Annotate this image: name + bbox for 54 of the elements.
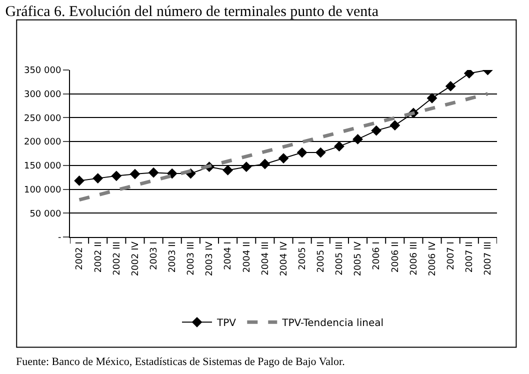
- point: [278, 153, 289, 164]
- point: [445, 81, 456, 92]
- point: [111, 170, 122, 182]
- point: [130, 168, 140, 180]
- point: [390, 120, 400, 131]
- x-tick-label: 2005 III: [335, 242, 346, 276]
- y-tick-label: 200 000: [24, 138, 62, 148]
- x-tick-label: 2002 IV: [130, 240, 141, 276]
- point: [352, 134, 363, 144]
- point: [148, 167, 159, 178]
- point: [166, 168, 178, 179]
- legend-label: TPV: [216, 318, 236, 330]
- point: [426, 92, 438, 104]
- x-tick-label: 2004 IV: [279, 240, 290, 276]
- y-tick-label: 250 000: [24, 114, 62, 124]
- x-tick-label: 2002 III: [112, 242, 122, 276]
- x-tick-label: 2006 IV: [428, 240, 438, 276]
- point: [222, 165, 233, 176]
- x-tick-label: 2005 IV: [354, 240, 364, 276]
- x-tick-label: 2004 II: [242, 242, 252, 273]
- point: [315, 147, 326, 158]
- x-tick-label: 2002 II: [94, 242, 104, 273]
- point: [260, 158, 270, 170]
- point: [296, 147, 308, 158]
- x-tick-label: 2002 I: [75, 242, 86, 270]
- x-tick-label: 2003 II: [168, 242, 178, 273]
- y-tick-label: 300 000: [24, 90, 62, 100]
- legend-label: TPV-Tendencia lineal: [281, 318, 384, 330]
- y-tick-label: -: [58, 233, 62, 244]
- x-tick-label: 2007 II: [465, 242, 476, 273]
- point: [241, 162, 252, 172]
- x-tick-label: 2004 III: [260, 242, 271, 276]
- x-tick-label: 2005 I: [298, 242, 308, 270]
- point: [92, 173, 104, 184]
- point: [464, 70, 474, 79]
- x-tick-label: 2006 II: [390, 242, 401, 273]
- y-tick-label: 150 000: [24, 162, 62, 172]
- point: [371, 125, 382, 136]
- source-note: Fuente: Banco de México, Estadísticas de Sistemas de Pago de Bajo Valor.: [16, 356, 346, 368]
- x-tick-label: 2003 I: [149, 242, 160, 270]
- x-tick-label: 2003 IV: [205, 240, 216, 276]
- x-tick-label: 2006 III: [409, 242, 420, 276]
- point: [74, 176, 84, 186]
- y-tick-label: 100 000: [24, 185, 62, 196]
- x-tick-label: 2007 III: [484, 242, 494, 276]
- y-tick-label: 50 000: [30, 209, 62, 220]
- x-tick-label: 2004 I: [224, 242, 234, 270]
- x-tick-label: 2003 III: [186, 242, 197, 276]
- chart-title: Gráfica 6. Evolución del número de terminales punto de venta: [5, 4, 379, 20]
- x-tick-label: 2005 II: [316, 242, 327, 273]
- x-tick-label: 2006 I: [372, 242, 382, 270]
- x-tick-label: 2007 I: [446, 242, 457, 270]
- y-tick-label: 350 000: [24, 66, 62, 76]
- point: [334, 141, 344, 152]
